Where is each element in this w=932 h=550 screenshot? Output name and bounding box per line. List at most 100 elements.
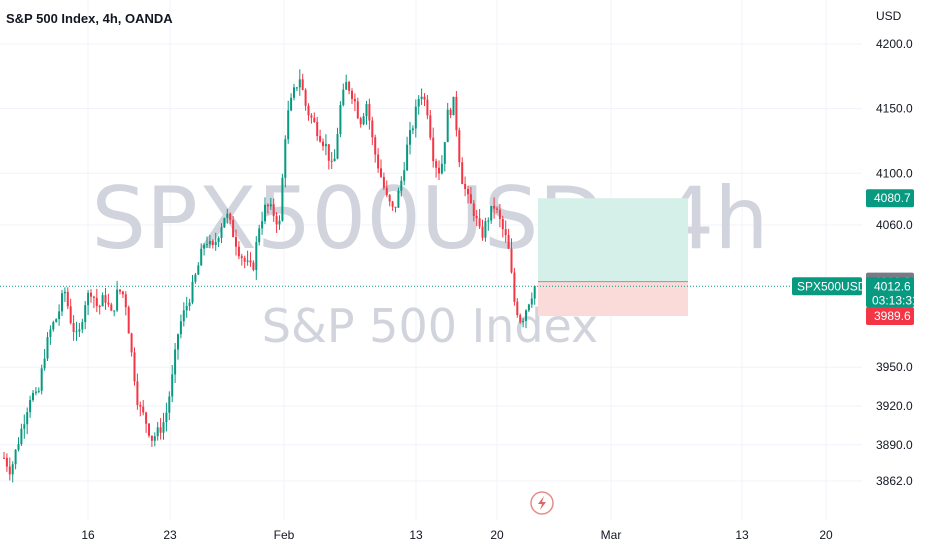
price-scale[interactable]: USD 4200.0 4150.0 4100.0 4060.0 3950.0 3920.0…	[876, 9, 913, 488]
candle-body	[171, 374, 174, 397]
price-tick-label: 3920.0	[876, 399, 913, 413]
candle-body	[530, 298, 533, 305]
candle-body	[159, 427, 162, 433]
candle-body	[3, 457, 5, 459]
candle-body	[55, 319, 58, 323]
candle-body	[69, 306, 72, 324]
candle-body	[5, 457, 8, 467]
candle-body	[20, 428, 23, 445]
candle-body	[324, 144, 327, 147]
candle-body	[58, 311, 61, 320]
candle-body	[252, 262, 255, 270]
candle-body	[458, 130, 461, 163]
candle-body	[420, 96, 423, 100]
candle-body	[104, 295, 107, 303]
candle-body	[66, 291, 69, 307]
candle-body	[374, 137, 377, 155]
candle-body	[206, 244, 208, 246]
candle-body	[203, 244, 206, 249]
candle-body	[504, 229, 507, 236]
candle-body	[527, 304, 530, 311]
price-badges: 4080.74016.24012.603:13:313989.6SPX500US…	[792, 189, 919, 326]
lightning-icon[interactable]	[530, 491, 554, 515]
price-scale-currency: USD	[876, 9, 902, 23]
candle-body	[371, 120, 374, 138]
candle-body	[298, 79, 301, 88]
profit-zone	[538, 198, 688, 282]
candle-body	[237, 246, 240, 257]
candle-body	[272, 204, 275, 217]
candle-body	[391, 201, 394, 207]
candle-body	[43, 358, 46, 369]
candle-body	[359, 118, 362, 125]
candle-body	[235, 237, 237, 247]
candle-body	[380, 168, 382, 177]
candle-body	[295, 87, 298, 89]
candle-body	[281, 177, 284, 221]
symbol-label: SPX500USD	[792, 277, 867, 296]
time-scale[interactable]: 16 23 Feb 13 20 Mar 13 20	[81, 528, 833, 542]
candle-body	[345, 81, 348, 90]
candle-body	[46, 337, 49, 359]
loss-zone	[538, 281, 688, 317]
candle-body	[133, 352, 136, 382]
candle-body	[75, 331, 78, 333]
candle-body	[63, 291, 66, 294]
candle-body	[52, 322, 55, 330]
candle-body	[72, 323, 75, 332]
candle-body	[336, 134, 339, 159]
candle-body	[490, 205, 493, 221]
candle-body	[435, 161, 438, 168]
candle-body	[385, 187, 388, 196]
candle-body	[136, 381, 139, 406]
candle-body	[353, 98, 356, 102]
candle-body	[310, 115, 313, 118]
candle-body	[101, 295, 104, 307]
candle-body	[266, 204, 269, 207]
target-price-badge: 4080.7	[866, 189, 914, 208]
candle-body	[452, 96, 455, 116]
candle-body	[307, 105, 310, 116]
candle-body	[255, 242, 258, 270]
time-tick-label: 13	[409, 528, 423, 542]
candle-body	[467, 188, 469, 195]
long-position-tool[interactable]	[538, 198, 688, 317]
current-price-badge-countdown: 03:13:31	[872, 293, 919, 307]
candle-body	[127, 307, 130, 334]
candle-body	[258, 228, 261, 243]
candle-body	[29, 400, 32, 413]
candle-body	[377, 154, 380, 169]
candle-body	[150, 435, 153, 441]
candle-body	[472, 203, 475, 217]
price-tick-label: 4100.0	[876, 166, 913, 180]
candle-body	[365, 104, 368, 117]
candle-body	[484, 221, 487, 238]
candle-body	[293, 87, 295, 98]
candle-body	[507, 235, 510, 249]
candle-body	[533, 286, 536, 299]
candle-body	[423, 96, 426, 100]
candle-body	[496, 208, 498, 210]
candle-body	[249, 260, 252, 263]
candle-body	[493, 205, 496, 209]
current-price-badge-bg	[866, 277, 914, 308]
candle-body	[156, 427, 159, 437]
candle-body	[243, 258, 246, 262]
candle-body	[23, 424, 26, 429]
candle-body	[525, 310, 527, 321]
time-tick-label: 20	[819, 528, 833, 542]
candle-body	[411, 128, 414, 131]
time-tick-label: 20	[490, 528, 504, 542]
candle-body	[406, 144, 409, 171]
candle-body	[275, 216, 278, 225]
candle-body	[478, 218, 481, 227]
price-tick-label: 3950.0	[876, 360, 913, 374]
candle-body	[139, 405, 142, 407]
candle-body	[168, 396, 171, 413]
price-tick-label: 3890.0	[876, 438, 913, 452]
candle-body	[182, 310, 185, 322]
candle-body	[121, 291, 124, 295]
stop-price-badge-bg	[866, 307, 914, 326]
candle-body	[432, 137, 435, 162]
